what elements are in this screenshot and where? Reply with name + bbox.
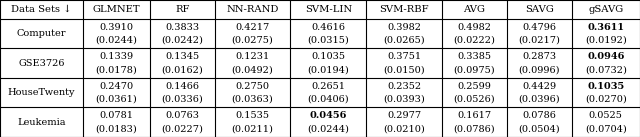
- Text: 0.1035: 0.1035: [311, 52, 346, 61]
- Text: 0.3833: 0.3833: [165, 23, 199, 32]
- Text: 0.2352: 0.2352: [387, 82, 421, 91]
- Text: 0.3385: 0.3385: [458, 52, 492, 61]
- Text: (0.0492): (0.0492): [232, 65, 273, 74]
- Text: 0.0946: 0.0946: [587, 52, 625, 61]
- Text: (0.0361): (0.0361): [95, 95, 138, 104]
- Text: (0.0194): (0.0194): [307, 65, 349, 74]
- Text: 0.1466: 0.1466: [165, 82, 199, 91]
- Text: SVM-LIN: SVM-LIN: [305, 5, 352, 14]
- Text: (0.0732): (0.0732): [585, 65, 627, 74]
- Text: 0.2873: 0.2873: [522, 52, 556, 61]
- Text: (0.0242): (0.0242): [161, 36, 203, 45]
- Text: 0.1231: 0.1231: [236, 52, 269, 61]
- Text: 0.2977: 0.2977: [387, 111, 421, 120]
- Text: (0.0211): (0.0211): [232, 124, 273, 133]
- Text: 0.1035: 0.1035: [587, 82, 625, 91]
- Text: SVM-RBF: SVM-RBF: [380, 5, 429, 14]
- Text: 0.4429: 0.4429: [522, 82, 556, 91]
- Text: (0.0275): (0.0275): [232, 36, 273, 45]
- Text: (0.0526): (0.0526): [454, 95, 495, 104]
- Text: 0.4796: 0.4796: [522, 23, 556, 32]
- Text: Leukemia: Leukemia: [17, 118, 66, 127]
- Text: (0.0363): (0.0363): [232, 95, 273, 104]
- Text: 0.0763: 0.0763: [165, 111, 199, 120]
- Text: (0.0315): (0.0315): [307, 36, 349, 45]
- Text: 0.1617: 0.1617: [458, 111, 492, 120]
- Text: 0.0786: 0.0786: [522, 111, 556, 120]
- Text: GLMNET: GLMNET: [93, 5, 140, 14]
- Text: 0.4616: 0.4616: [311, 23, 346, 32]
- Text: (0.0222): (0.0222): [454, 36, 495, 45]
- Text: (0.0210): (0.0210): [383, 124, 425, 133]
- Text: (0.0162): (0.0162): [161, 65, 203, 74]
- Text: 0.1339: 0.1339: [99, 52, 134, 61]
- Text: AVG: AVG: [463, 5, 486, 14]
- Text: (0.0150): (0.0150): [383, 65, 425, 74]
- Text: 0.4217: 0.4217: [236, 23, 269, 32]
- Text: 0.0525: 0.0525: [589, 111, 623, 120]
- Text: (0.0178): (0.0178): [95, 65, 138, 74]
- Text: (0.0183): (0.0183): [95, 124, 138, 133]
- Text: 0.3611: 0.3611: [588, 23, 624, 32]
- Text: 0.2599: 0.2599: [458, 82, 492, 91]
- Text: 0.1345: 0.1345: [165, 52, 199, 61]
- Text: (0.0786): (0.0786): [454, 124, 495, 133]
- Text: RF: RF: [175, 5, 189, 14]
- Text: (0.0217): (0.0217): [518, 36, 560, 45]
- Text: (0.0336): (0.0336): [161, 95, 203, 104]
- Text: NN-RAND: NN-RAND: [227, 5, 278, 14]
- Text: Data Sets ↓: Data Sets ↓: [12, 5, 72, 14]
- Text: (0.0244): (0.0244): [95, 36, 138, 45]
- Text: 0.0456: 0.0456: [310, 111, 347, 120]
- Text: (0.0227): (0.0227): [161, 124, 203, 133]
- Text: (0.0393): (0.0393): [383, 95, 425, 104]
- Text: HouseTwenty: HouseTwenty: [8, 88, 76, 97]
- Text: (0.0704): (0.0704): [585, 124, 627, 133]
- Text: 0.2750: 0.2750: [236, 82, 269, 91]
- Text: 0.3982: 0.3982: [387, 23, 421, 32]
- Text: Computer: Computer: [17, 29, 67, 38]
- Text: (0.0244): (0.0244): [307, 124, 349, 133]
- Text: (0.0504): (0.0504): [518, 124, 560, 133]
- Text: (0.0406): (0.0406): [307, 95, 349, 104]
- Text: SAVG: SAVG: [525, 5, 554, 14]
- Text: 0.0781: 0.0781: [100, 111, 134, 120]
- Text: gSAVG: gSAVG: [588, 5, 623, 14]
- Text: (0.0396): (0.0396): [518, 95, 560, 104]
- Text: 0.4982: 0.4982: [458, 23, 492, 32]
- Text: 0.3751: 0.3751: [387, 52, 421, 61]
- Text: (0.0265): (0.0265): [383, 36, 425, 45]
- Text: (0.0975): (0.0975): [454, 65, 495, 74]
- Text: 0.1535: 0.1535: [236, 111, 269, 120]
- Text: 0.2651: 0.2651: [311, 82, 346, 91]
- Text: (0.0192): (0.0192): [585, 36, 627, 45]
- Text: 0.3910: 0.3910: [100, 23, 134, 32]
- Text: (0.0270): (0.0270): [585, 95, 627, 104]
- Text: (0.0996): (0.0996): [518, 65, 560, 74]
- Text: GSE3726: GSE3726: [19, 59, 65, 68]
- Text: 0.2470: 0.2470: [99, 82, 134, 91]
